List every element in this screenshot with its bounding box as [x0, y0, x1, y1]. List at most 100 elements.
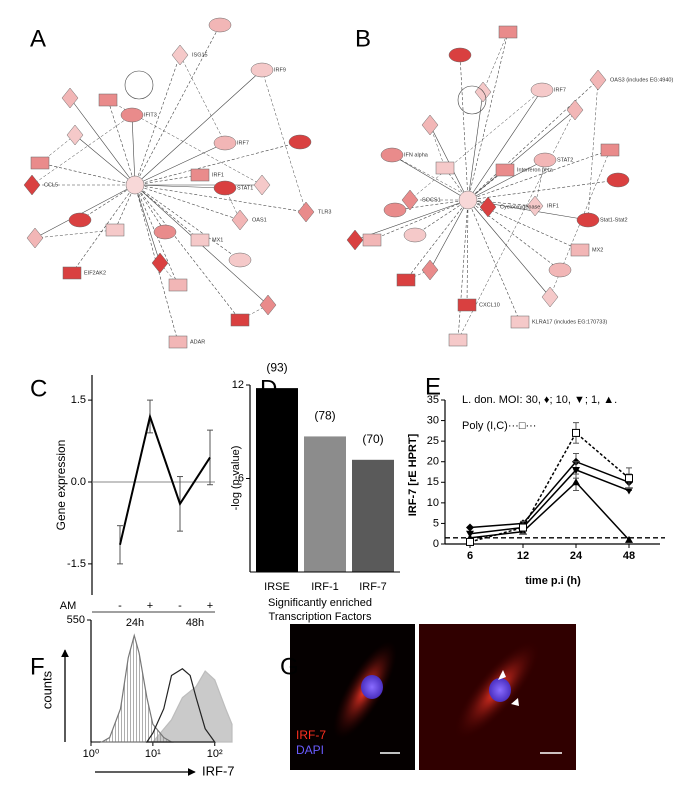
edge	[391, 154, 469, 201]
node	[498, 25, 518, 39]
loop	[124, 70, 154, 100]
node	[457, 298, 477, 312]
node	[510, 315, 530, 329]
marker	[572, 478, 580, 486]
node-label: OAS3 (includes EG:4940)	[610, 77, 673, 83]
node	[153, 224, 177, 240]
node	[171, 44, 189, 66]
edge	[414, 199, 469, 236]
edge	[467, 199, 551, 298]
y-tick-label: 15	[427, 476, 439, 488]
nucleus	[361, 675, 383, 699]
y-axis-title: IRF-7 [rE HPRT]	[407, 433, 419, 516]
node-label: STAT2	[557, 157, 573, 163]
node	[541, 286, 559, 308]
x-tick-label: IRF-7	[359, 581, 387, 593]
edge	[134, 69, 263, 186]
node	[66, 124, 84, 146]
node	[421, 259, 439, 281]
edge	[134, 184, 307, 214]
nucleus	[489, 678, 511, 702]
edge	[114, 184, 136, 231]
node	[435, 161, 455, 175]
edge	[482, 31, 509, 93]
marker	[519, 523, 527, 532]
y-tick-label: 30	[427, 414, 439, 426]
node-label: ADAR	[190, 339, 205, 345]
legend-label: DAPI	[296, 743, 324, 757]
x-tick-label: 48	[623, 550, 635, 562]
edge	[134, 173, 201, 186]
node	[68, 212, 92, 228]
x-axis-title: Significantly enriched	[268, 597, 372, 609]
node-label: OAS1	[252, 217, 267, 223]
legend-text: Poly (I,C)···□···	[462, 420, 536, 432]
node	[120, 107, 144, 123]
x-tick-label: +	[207, 600, 213, 612]
bar-annotation: (78)	[314, 409, 335, 423]
group-label: 24h	[126, 617, 144, 629]
node	[250, 62, 274, 78]
y-tick-label: 20	[427, 456, 439, 468]
node	[346, 229, 364, 251]
edge	[134, 142, 226, 186]
edge	[134, 184, 179, 286]
panel-label: G	[280, 653, 299, 680]
group-label: 48h	[186, 617, 204, 629]
node	[151, 252, 169, 274]
arrowhead	[498, 670, 519, 706]
y-tick-label: 0.0	[71, 476, 86, 488]
edge	[134, 184, 201, 241]
y-tick-label: 10	[427, 497, 439, 509]
node-label: IRF1	[212, 172, 224, 178]
y-tick-label: 25	[427, 435, 439, 447]
node	[23, 174, 41, 196]
node	[288, 134, 312, 150]
node-label: KLRA17 (includes EG:170733)	[532, 319, 607, 325]
x-tick-label: -	[178, 600, 182, 612]
edge	[467, 178, 619, 201]
panel-label: A	[30, 25, 46, 52]
edge	[69, 97, 136, 186]
panel-label: B	[355, 25, 371, 52]
node	[566, 99, 584, 121]
line	[469, 469, 630, 535]
legend-text: L. don. MOI: 30, ♦; 10, ▼; 1, ▲.	[462, 394, 617, 406]
line	[469, 431, 630, 543]
node	[30, 156, 50, 170]
x-tick-label: 12	[517, 550, 529, 562]
legend-label: IRF-7	[296, 728, 326, 742]
histogram	[99, 633, 174, 743]
edge	[467, 199, 521, 323]
marker	[572, 428, 580, 437]
node	[479, 196, 497, 218]
edge	[458, 54, 469, 201]
edge	[457, 109, 576, 341]
x-tick-label: 10¹	[145, 748, 161, 760]
marker	[625, 487, 633, 495]
node	[606, 172, 630, 188]
x-axis-title: Transcription Factors	[269, 611, 372, 623]
y-tick-label: -1.5	[67, 558, 86, 570]
edge	[134, 141, 301, 186]
node-label: CCL5	[44, 182, 58, 188]
edge	[39, 161, 136, 186]
y-tick-label: 1.5	[71, 394, 86, 406]
bar	[304, 436, 346, 572]
edge	[467, 31, 510, 201]
node	[259, 294, 277, 316]
node-label: TLR3	[318, 209, 331, 215]
x-tick-label: 10⁰	[83, 748, 100, 760]
node	[362, 233, 382, 247]
node	[576, 212, 600, 228]
node-label: MX1	[212, 237, 223, 243]
node-label: EIF2AK2	[84, 270, 106, 276]
edge	[467, 109, 576, 201]
edge	[74, 134, 136, 186]
node	[190, 168, 210, 182]
panel-label: C	[30, 375, 47, 402]
node	[548, 262, 572, 278]
edge	[134, 184, 166, 233]
node	[401, 189, 419, 211]
edge	[134, 184, 226, 190]
